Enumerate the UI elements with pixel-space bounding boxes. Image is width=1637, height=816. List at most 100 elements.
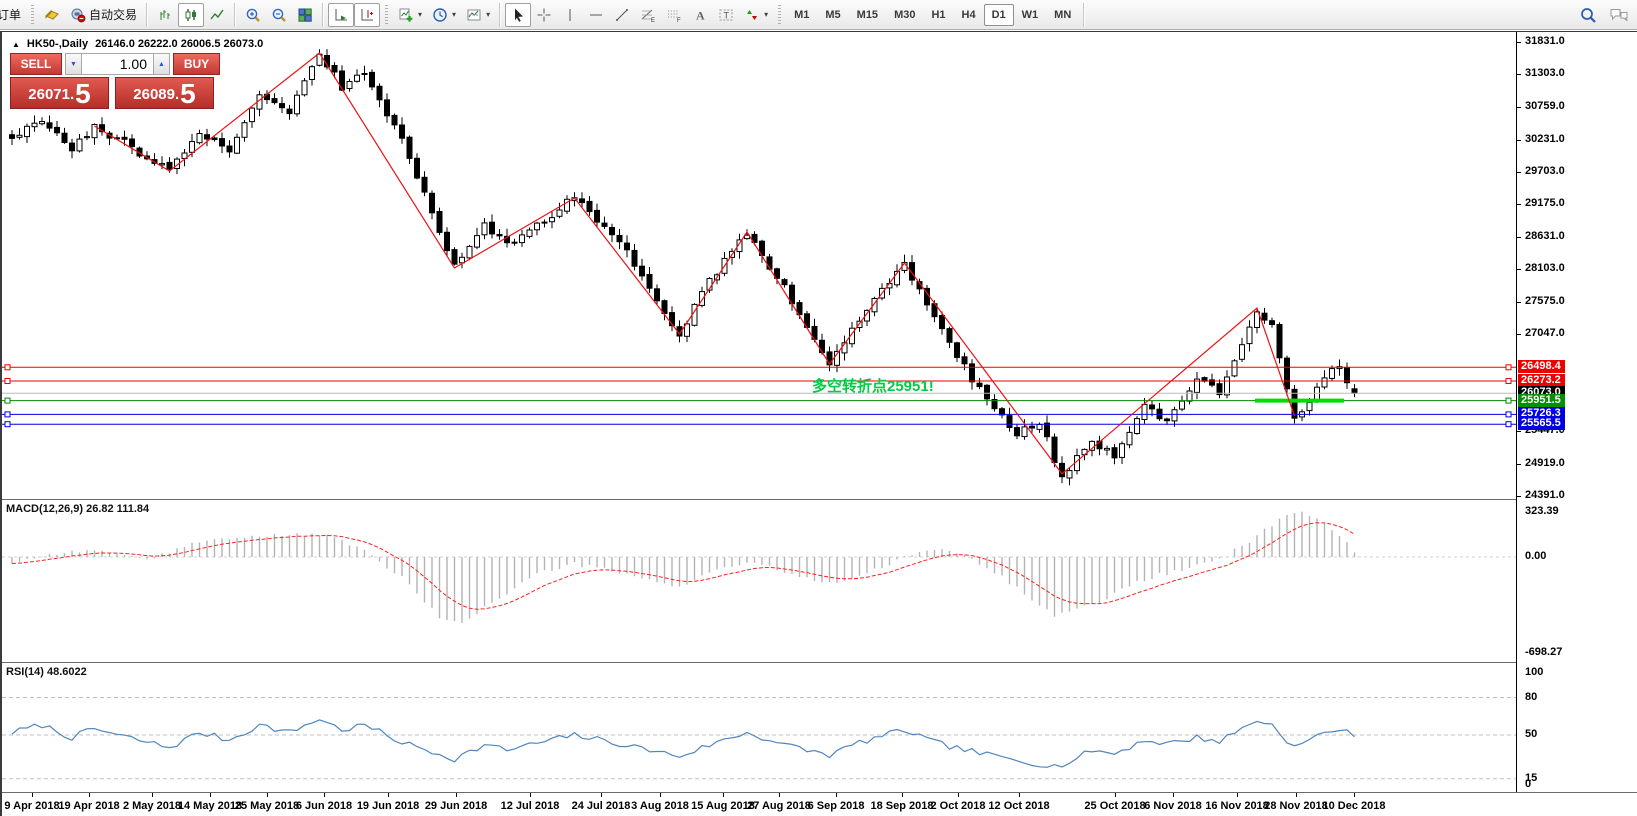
dropdown-arrow-icon: ▾ (452, 10, 457, 19)
new-order-button[interactable] (39, 3, 65, 27)
timeframe-m1-button[interactable]: M1 (794, 8, 810, 21)
label-button[interactable]: T (713, 3, 739, 27)
buy-price-button[interactable]: 26089. 5 (115, 77, 214, 109)
zoom-in-icon (245, 7, 261, 23)
volume-increase-button[interactable]: ▲ (153, 53, 170, 75)
price-tick-label: 28103.0 (1525, 262, 1565, 274)
buy-button[interactable]: BUY (173, 53, 220, 75)
svg-text:A: A (696, 8, 705, 22)
cursor-button[interactable] (505, 2, 532, 27)
new-chart-button[interactable]: ▾ (393, 3, 427, 27)
rsi-axis-label: 15 (1525, 772, 1538, 784)
zoom-out-button[interactable] (266, 3, 292, 27)
date-tick-label: 19 Jun 2018 (356, 800, 420, 812)
autotrading-button-label: 自动交易 (89, 8, 138, 22)
toolbar: 订单 自动交易 ▾ ▾ ▾ E F A T ▾ M1 M5 M15 M30 H1 H4 D1 W1 MN (0, 0, 1637, 30)
timeframe-h1-button[interactable]: H1 (931, 8, 946, 21)
date-tick-label: 6 Nov 2018 (1144, 800, 1202, 812)
templates-icon (466, 7, 482, 23)
crosshair-button[interactable] (531, 3, 557, 27)
trendline-button[interactable] (609, 3, 635, 27)
label-icon: T (718, 7, 734, 23)
horizontal-line-button[interactable] (583, 3, 609, 27)
search-icon[interactable] (1579, 6, 1597, 24)
tile-windows-button[interactable] (292, 3, 318, 27)
timeframe-h4-button[interactable]: H4 (961, 8, 976, 21)
date-tick-label: 25 May 2018 (234, 800, 300, 812)
text-button[interactable]: A (687, 3, 713, 27)
price-axis[interactable]: 31831.0 31303.0 30759.0 30231.0 29703.0 29175… (1516, 32, 1637, 792)
macd-label: MACD(12,26,9) 26.82 111.84 (6, 503, 150, 515)
price-tick-label: 24919.0 (1525, 457, 1565, 469)
crosshair-icon (536, 7, 552, 23)
sell-button[interactable]: SELL (10, 53, 62, 75)
templates-button[interactable]: ▾ (461, 3, 495, 27)
bar-chart-icon (157, 7, 173, 23)
rsi-label: RSI(14) 48.6022 (6, 666, 87, 678)
timeframe-m15-button[interactable]: M15 (856, 8, 879, 21)
price-level-badge: 26273.2 (1518, 374, 1565, 387)
arrows-button[interactable]: ▾ (739, 3, 773, 27)
candlestick-chart-button[interactable] (178, 2, 205, 27)
volume-input[interactable] (82, 53, 153, 75)
auto-scroll-button[interactable] (328, 2, 355, 27)
price-level-badge: 25951.5 (1518, 394, 1565, 407)
price-level-badge: 25565.5 (1518, 417, 1565, 430)
svg-text:E: E (651, 18, 655, 23)
timeframe-d1-button[interactable]: D1 (983, 3, 1014, 26)
vertical-line-button[interactable] (557, 3, 583, 27)
date-tick-label: 12 Oct 2018 (988, 800, 1050, 812)
line-chart-button[interactable] (204, 3, 230, 27)
date-tick-label: 16 Nov 2018 (1205, 800, 1269, 812)
autotrading-button[interactable]: 自动交易 (65, 3, 142, 27)
periods-button[interactable]: ▾ (427, 3, 461, 27)
macd-axis-label: 0.00 (1525, 550, 1547, 562)
one-click-trading-panel: SELL ▼ ▲ BUY 26071.5 26089.5 (10, 53, 220, 109)
timeframe-w1-button[interactable]: W1 (1021, 8, 1039, 21)
collapse-trade-panel-icon[interactable]: ▲ (12, 39, 20, 49)
chart-canvas[interactable] (2, 32, 1516, 792)
fibonacci-icon: E (640, 7, 656, 23)
timeframe-mn-button[interactable]: MN (1054, 8, 1072, 21)
macd-axis-label: 323.39 (1525, 505, 1559, 517)
svg-text:T: T (724, 10, 730, 20)
clock-icon (432, 7, 448, 23)
dropdown-arrow-icon: ▾ (764, 10, 769, 19)
orders-button[interactable]: 订单 (0, 3, 26, 27)
date-tick-label: 6 Jun 2018 (295, 800, 353, 812)
symbol-period-label: HK50-,Daily (26, 38, 89, 50)
sell-price-button[interactable]: 26071. 5 (10, 77, 109, 109)
price-level-badge: 26498.4 (1518, 360, 1565, 373)
date-tick-label: 2 Oct 2018 (930, 800, 986, 812)
price-tick-label: 31831.0 (1525, 35, 1565, 47)
zoom-in-button[interactable] (240, 3, 266, 27)
line-chart-icon (209, 7, 225, 23)
panel-separator[interactable] (2, 662, 1637, 663)
cursor-icon (510, 7, 526, 23)
panel-separator[interactable] (2, 499, 1637, 500)
rsi-axis-label: 80 (1525, 691, 1538, 703)
text-icon: A (692, 7, 708, 23)
chart-shift-button[interactable] (354, 2, 381, 27)
price-tick-label: 24391.0 (1525, 489, 1565, 501)
timeframe-m30-button[interactable]: M30 (894, 8, 916, 21)
tile-windows-icon (297, 7, 313, 23)
bar-chart-button[interactable] (152, 3, 178, 27)
svg-text:F: F (677, 18, 681, 23)
ohlc-values: 26146.0 26222.0 26006.5 26073.0 (95, 38, 264, 50)
new-chart-icon (398, 7, 414, 23)
chart-annotation-text[interactable]: 多空转折点25951! (812, 378, 934, 395)
price-tick-label: 27047.0 (1525, 327, 1565, 339)
auto-scroll-icon (333, 7, 349, 23)
date-tick-label: 19 Apr 2018 (58, 800, 120, 812)
volume-decrease-button[interactable]: ▼ (65, 53, 82, 75)
fibo-grid-button[interactable]: F (661, 3, 687, 27)
dropdown-arrow-icon: ▾ (486, 10, 491, 19)
price-tick-label: 30231.0 (1525, 133, 1565, 145)
fibonacci-button[interactable]: E (635, 3, 661, 27)
chat-icon[interactable] (1609, 7, 1629, 23)
timeframe-m5-button[interactable]: M5 (825, 8, 841, 21)
price-tick-label: 29175.0 (1525, 197, 1565, 209)
price-tick-label: 30759.0 (1525, 100, 1565, 112)
